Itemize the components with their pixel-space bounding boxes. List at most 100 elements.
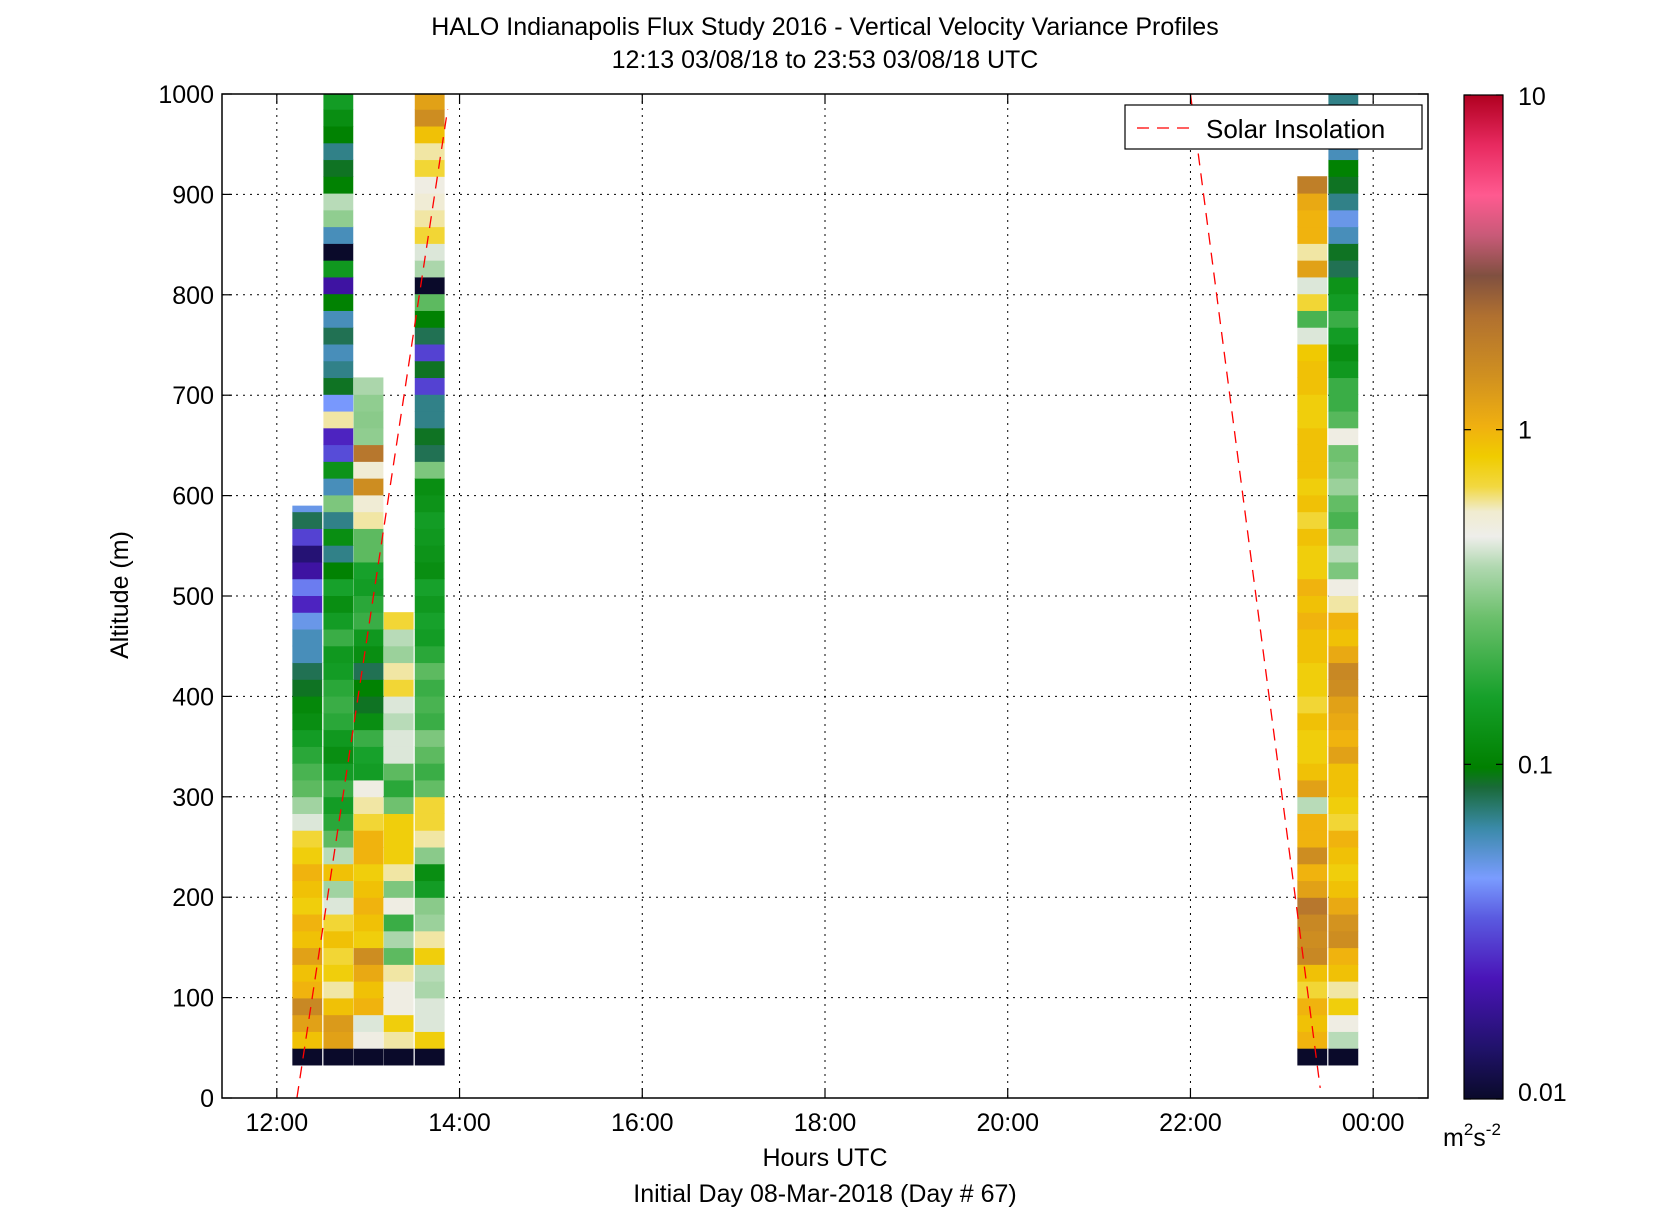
heatmap-cell-c2-r21 — [353, 695, 384, 714]
y-tick-label-10: 1000 — [158, 81, 214, 109]
heatmap-cell-c6-r42 — [1328, 343, 1359, 362]
heatmap-cell-c4-r55 — [414, 125, 445, 144]
heatmap-cell-c0-r4 — [292, 981, 323, 999]
heatmap-cell-c4-r57 — [414, 94, 445, 110]
heatmap-cell-c2-r23 — [353, 662, 384, 680]
heatmap-cell-c4-r7 — [414, 930, 445, 949]
y-tick-label-0: 0 — [200, 1085, 214, 1113]
heatmap-cell-c2-r3 — [353, 997, 384, 1016]
heatmap-cell-c0-r26 — [292, 612, 323, 630]
heatmap-cell-c4-r54 — [414, 142, 445, 161]
heatmap-cell-c4-r35 — [414, 461, 445, 479]
heatmap-cell-c6-r39 — [1328, 394, 1359, 412]
heatmap-cell-c5-r24 — [1297, 645, 1328, 664]
heatmap-cell-c6-r4 — [1328, 981, 1359, 999]
legend-label-solar-insolation: Solar Insolation — [1206, 114, 1385, 144]
heatmap-cell-c0-r32 — [292, 511, 323, 529]
heatmap-cell-c6-r30 — [1328, 545, 1359, 563]
chart-title: HALO Indianapolis Flux Study 2016 - Vert… — [431, 13, 1218, 41]
heatmap-cell-c6-r38 — [1328, 410, 1359, 429]
heatmap-cell-c5-r4 — [1297, 981, 1328, 999]
heatmap-cell-c6-r36 — [1328, 444, 1359, 462]
heatmap-cell-c4-r14 — [414, 813, 445, 831]
heatmap-cell-c3-r7 — [383, 930, 414, 949]
heatmap-cell-c1-r5 — [323, 964, 354, 982]
heatmap-cell-c1-r53 — [323, 159, 354, 177]
heatmap-cell-c1-r12 — [323, 846, 354, 865]
heatmap-cell-c6-r14 — [1328, 813, 1359, 831]
heatmap-cell-c0-r24 — [292, 645, 323, 664]
y-tick-label-8: 800 — [172, 282, 214, 310]
heatmap-cell-c3-r13 — [383, 830, 414, 848]
heatmap-cell-c4-r25 — [414, 628, 445, 647]
heatmap-cell-c4-r31 — [414, 528, 445, 546]
heatmap-cell-c0-r20 — [292, 712, 323, 731]
heatmap-cell-c5-r21 — [1297, 695, 1328, 714]
heatmap-cell-c6-r22 — [1328, 679, 1359, 697]
heatmap-cell-c3-r25 — [383, 628, 414, 647]
solar-insolation-line-1 — [1189, 94, 1321, 1089]
heatmap-cell-c2-r26 — [353, 612, 384, 630]
heatmap-cell-c5-r22 — [1297, 679, 1328, 697]
heatmap-cell-c5-r10 — [1297, 880, 1328, 898]
heatmap-cell-c5-r42 — [1297, 343, 1328, 362]
heatmap-cell-c2-r0 — [353, 1048, 384, 1066]
heatmap-cell-c1-r14 — [323, 813, 354, 831]
heatmap-cell-c1-r20 — [323, 712, 354, 731]
colorbar-gradient — [1463, 94, 1504, 1100]
heatmap-cell-c1-r11 — [323, 863, 354, 882]
heatmap-cell-c3-r19 — [383, 729, 414, 747]
colorbar-units-base: m — [1443, 1124, 1464, 1152]
heatmap-cell-c2-r13 — [353, 830, 384, 848]
x-tick-label-5: 22:00 — [1159, 1109, 1222, 1137]
heatmap-cell-c4-r21 — [414, 695, 445, 714]
heatmap-cell-c4-r22 — [414, 679, 445, 697]
heatmap-cell-c6-r45 — [1328, 293, 1359, 311]
heatmap-cell-c4-r30 — [414, 545, 445, 563]
colorbar-tick-label-1: 0.1 — [1518, 751, 1553, 779]
heatmap-cell-c6-r25 — [1328, 628, 1359, 647]
heatmap-cell-c0-r19 — [292, 729, 323, 747]
heatmap-cell-c0-r15 — [292, 796, 323, 814]
heatmap-cell-c6-r27 — [1328, 595, 1359, 613]
heatmap-cell-c4-r6 — [414, 947, 445, 965]
heatmap-cell-c5-r7 — [1297, 930, 1328, 949]
heatmap-cell-c4-r1 — [414, 1031, 445, 1049]
heatmap-cell-c3-r21 — [383, 695, 414, 714]
heatmap-cell-c0-r8 — [292, 913, 323, 932]
heatmap-cell-c5-r40 — [1297, 377, 1328, 395]
heatmap-cell-c3-r16 — [383, 779, 414, 798]
heatmap-cell-c1-r54 — [323, 142, 354, 161]
heatmap-cell-c4-r15 — [414, 796, 445, 814]
heatmap-cell-c6-r49 — [1328, 226, 1359, 244]
heatmap-cell-c4-r39 — [414, 394, 445, 412]
heatmap-cell-c5-r43 — [1297, 327, 1328, 345]
heatmap-cell-c2-r14 — [353, 813, 384, 831]
heatmap-cell-c2-r6 — [353, 947, 384, 965]
heatmap-cell-c6-r8 — [1328, 913, 1359, 932]
heatmap-cell-c2-r16 — [353, 779, 384, 798]
solar-insolation-line-0 — [296, 108, 449, 1098]
heatmap-cell-c2-r29 — [353, 561, 384, 580]
heatmap-cell-c1-r19 — [323, 729, 354, 747]
heatmap-cell-c6-r32 — [1328, 511, 1359, 529]
heatmap-cell-c5-r46 — [1297, 276, 1328, 295]
heatmap-cell-c0-r11 — [292, 863, 323, 882]
heatmap-cell-c1-r30 — [323, 545, 354, 563]
heatmap-cell-c6-r44 — [1328, 310, 1359, 328]
heatmap-cell-c4-r28 — [414, 578, 445, 596]
heatmap-cell-c6-r23 — [1328, 662, 1359, 680]
heatmap-cell-c5-r2 — [1297, 1014, 1328, 1032]
heatmap-cell-c6-r37 — [1328, 427, 1359, 446]
heatmap-cell-c4-r33 — [414, 494, 445, 513]
x-axis-label: Hours UTC — [762, 1144, 887, 1172]
heatmap-cell-c6-r1 — [1328, 1031, 1359, 1049]
x-tick-label-1: 14:00 — [428, 1109, 491, 1137]
heatmap-cell-c6-r6 — [1328, 947, 1359, 965]
heatmap-cell-c4-r40 — [414, 377, 445, 395]
heatmap-cell-c4-r45 — [414, 293, 445, 311]
heatmap-cell-c1-r36 — [323, 444, 354, 462]
heatmap-cell-c3-r0 — [383, 1048, 414, 1066]
heatmap-cell-c5-r30 — [1297, 545, 1328, 563]
heatmap-cell-c2-r35 — [353, 461, 384, 479]
